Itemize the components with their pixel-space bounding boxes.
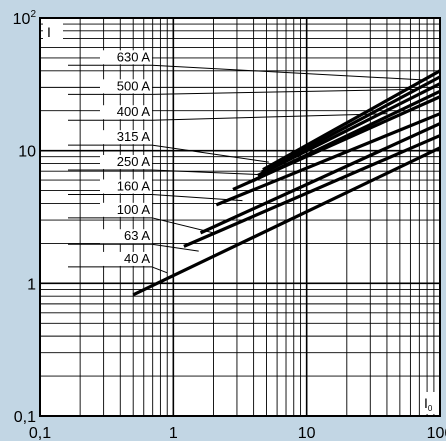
series-leader-250-a [151,169,260,176]
axis-names: I I0 [43,21,438,414]
y-axis-name: I [47,24,51,40]
series-leader-160-a [151,193,243,202]
series-line-63-a [183,134,441,248]
x-tick-label: 1 [169,425,178,441]
y-tick-label: 0,1 [14,409,36,426]
series-label-bg-63-a [100,229,152,244]
y-tick-exponent: 2 [30,9,36,20]
series-line-630-a [262,69,441,171]
series-label-500-a: 500 A [117,78,151,93]
series-leader-400-a [151,113,387,121]
y-tick-label: 102 [13,9,37,28]
tick-labels: 0,1 1 10 100 0,1 1 10 102 [13,9,446,441]
y-tick-label: 10 [18,144,36,161]
series-label-bg-250-a [100,154,152,169]
x-axis-name-bg [420,392,438,414]
y-tick-label: 1 [27,276,36,293]
series-label-bg-500-a [100,79,152,94]
x-axis-subscript: 0 [428,404,433,413]
x-tick-label: 0,1 [29,425,51,441]
series-line-500-a [260,75,441,174]
series-label-bg-400-a [100,105,152,120]
series-leader-40-a [151,266,168,274]
series-lines [132,69,441,297]
series-labels: 630 A 500 A 400 A 315 A 250 A 160 A 100 A 63 A 4… [68,49,428,274]
series-label-315-a: 315 A [117,129,151,144]
series-line-100-a [199,122,441,235]
series-label-bg-315-a [100,130,152,145]
x-axis-name: I0 [424,395,433,413]
y-axis-name-bg [43,21,63,41]
series-leader-500-a [151,88,420,95]
plot-frame [39,17,441,417]
series-line-40-a [132,146,441,297]
series-label-40-a: 40 A [124,251,150,266]
series-line-250-a [232,95,441,191]
x-tick-label: 100 [427,425,446,441]
series-label-160-a: 160 A [117,178,151,193]
series-leader-63-a [151,243,199,252]
series-leader-630-a [151,64,428,81]
series-label-400-a: 400 A [117,104,151,119]
series-line-400-a [257,82,441,177]
series-leader-100-a [151,217,214,234]
x-tick-label: 10 [298,425,316,441]
series-label-bg-160-a [100,179,152,194]
series-label-bg-630-a [100,50,152,65]
series-line-160-a [215,112,441,207]
series-label-bg-100-a [100,202,152,217]
series-leader-315-a [151,144,269,163]
series-label-100-a: 100 A [117,202,151,217]
series-label-250-a: 250 A [117,154,151,169]
series-label-630-a: 630 A [117,49,151,64]
series-label-63-a: 63 A [124,228,150,243]
series-label-bg-40-a [100,251,152,266]
